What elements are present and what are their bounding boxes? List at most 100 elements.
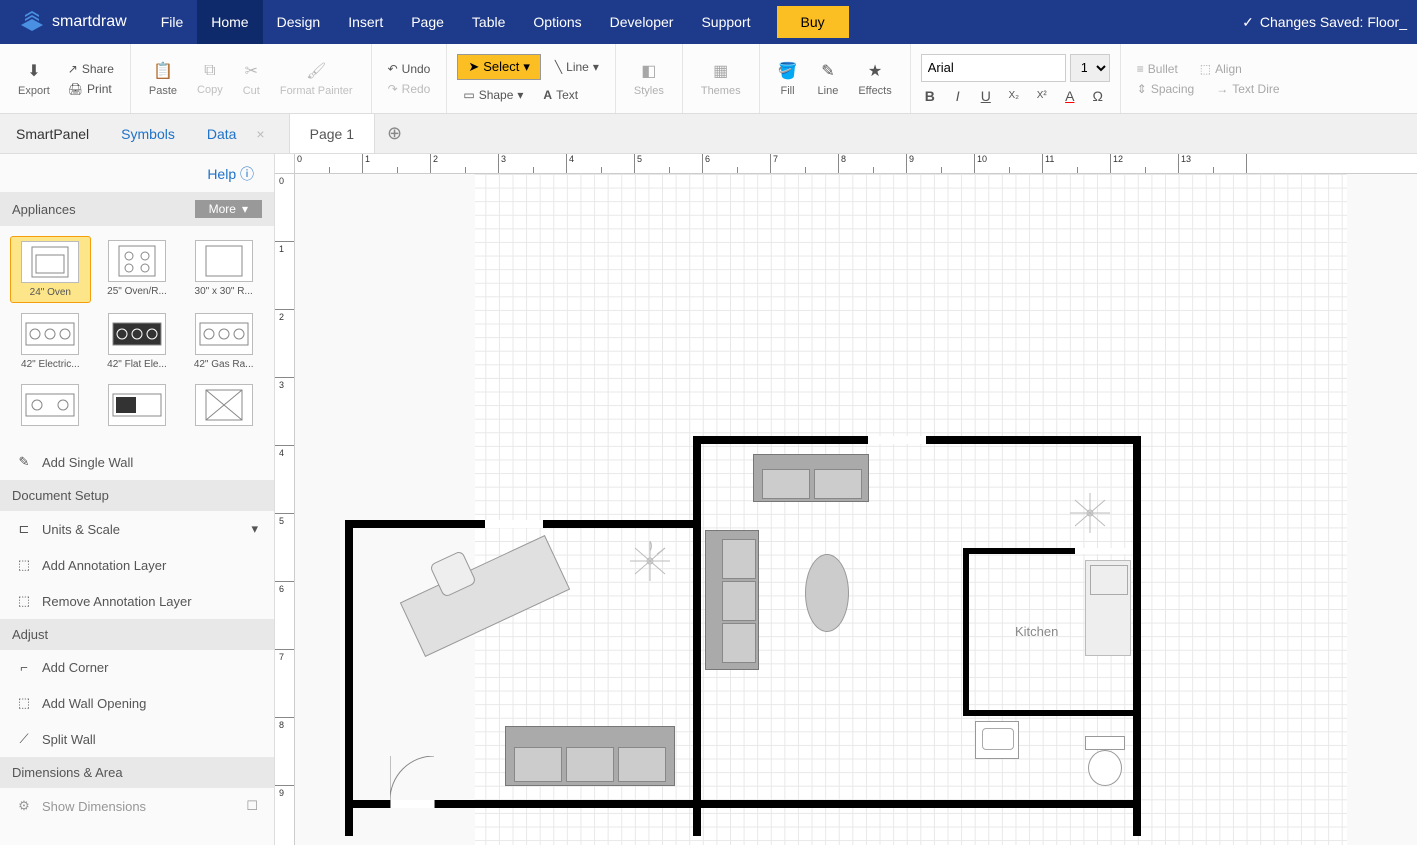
symbol-item-8[interactable] bbox=[97, 380, 178, 434]
tab-smartpanel[interactable]: SmartPanel bbox=[0, 114, 105, 153]
checkbox-icon[interactable]: ☐ bbox=[246, 798, 258, 814]
wall[interactable] bbox=[345, 520, 353, 836]
superscript-button[interactable]: X² bbox=[1033, 90, 1051, 101]
menu-table[interactable]: Table bbox=[458, 0, 519, 44]
copy-button[interactable]: ⧉Copy bbox=[189, 58, 231, 100]
text-button[interactable]: AText bbox=[537, 86, 584, 104]
cut-icon: ✂ bbox=[245, 61, 258, 81]
font-size-select[interactable]: 10 bbox=[1070, 54, 1110, 82]
symbol-item-9[interactable] bbox=[183, 380, 264, 434]
spacing-icon: ⇕ bbox=[1137, 82, 1147, 96]
redo-button[interactable]: ↷Redo bbox=[382, 80, 437, 98]
text-format-row: B I U X₂ X² A Ω bbox=[921, 88, 1110, 104]
symbol-25-oven[interactable]: 25" Oven/R... bbox=[97, 236, 178, 303]
format-painter-button[interactable]: 🖌Format Painter bbox=[272, 57, 361, 101]
help-link[interactable]: Help ⓘ bbox=[0, 154, 274, 192]
door-opening[interactable] bbox=[868, 436, 926, 444]
add-tab-button[interactable]: ⊕ bbox=[375, 123, 414, 144]
menu-insert[interactable]: Insert bbox=[334, 0, 397, 44]
export-button[interactable]: ⬇ Export bbox=[10, 57, 58, 101]
symbol-item-7[interactable] bbox=[10, 380, 91, 434]
bathroom-sink[interactable] bbox=[975, 721, 1019, 759]
effects-button[interactable]: ★Effects bbox=[850, 57, 899, 101]
menu-file[interactable]: File bbox=[147, 0, 198, 44]
paste-button[interactable]: 📋Paste bbox=[141, 57, 185, 101]
tab-symbols[interactable]: Symbols bbox=[105, 114, 191, 153]
undo-button[interactable]: ↶Undo bbox=[382, 60, 437, 78]
styles-button[interactable]: ◧Styles bbox=[626, 57, 672, 101]
edit-icon: ✎ bbox=[16, 454, 32, 470]
canvas-area[interactable]: 012345678910111213 0123456789 bbox=[275, 154, 1417, 845]
add-wall-button[interactable]: ✎Add Single Wall bbox=[0, 444, 274, 480]
sofa[interactable] bbox=[505, 726, 675, 786]
symbol-30x30[interactable]: 30" x 30" R... bbox=[183, 236, 264, 303]
plant[interactable] bbox=[1065, 488, 1115, 538]
menu-developer[interactable]: Developer bbox=[596, 0, 688, 44]
symbol-42-electric[interactable]: 42" Electric... bbox=[10, 309, 91, 374]
add-opening-button[interactable]: ⬚Add Wall Opening bbox=[0, 685, 274, 721]
spacing-button[interactable]: ⇕Spacing bbox=[1131, 80, 1200, 98]
bold-button[interactable]: B bbox=[921, 88, 939, 104]
logo[interactable]: smartdraw bbox=[0, 10, 147, 34]
print-button[interactable]: 🖨Print bbox=[62, 80, 120, 98]
menu-options[interactable]: Options bbox=[519, 0, 595, 44]
coffee-table[interactable] bbox=[805, 554, 849, 632]
wall[interactable] bbox=[963, 710, 1138, 716]
wall[interactable] bbox=[963, 548, 969, 716]
buy-button[interactable]: Buy bbox=[777, 6, 849, 38]
ribbon-group-font: 10 B I U X₂ X² A Ω bbox=[911, 44, 1121, 113]
share-button[interactable]: ↗Share bbox=[62, 60, 120, 78]
symbol-42-flat[interactable]: 42" Flat Ele... bbox=[97, 309, 178, 374]
menu-support[interactable]: Support bbox=[687, 0, 764, 44]
sofa[interactable] bbox=[705, 530, 759, 670]
grid[interactable]: Kitchen bbox=[295, 174, 1417, 845]
select-button[interactable]: ➤Select▾ bbox=[457, 54, 541, 80]
bullet-button[interactable]: ≡Bullet bbox=[1131, 60, 1184, 78]
tab-data[interactable]: Data× bbox=[191, 114, 281, 153]
symbol-label: 25" Oven/R... bbox=[102, 286, 172, 297]
menu-design[interactable]: Design bbox=[263, 0, 335, 44]
text-dir-button[interactable]: →Text Dire bbox=[1210, 80, 1285, 98]
menu-home[interactable]: Home bbox=[197, 0, 262, 44]
units-scale-button[interactable]: ⊏Units & Scale▾ bbox=[0, 511, 274, 547]
wall[interactable] bbox=[345, 800, 1141, 808]
shape-button[interactable]: ▭Shape▾ bbox=[457, 86, 529, 104]
sofa[interactable] bbox=[753, 454, 869, 502]
menu-page[interactable]: Page bbox=[397, 0, 458, 44]
more-button[interactable]: More▾ bbox=[195, 200, 262, 218]
toilet[interactable] bbox=[1085, 736, 1125, 788]
add-corner-button[interactable]: ⌐Add Corner bbox=[0, 650, 274, 685]
show-dims-button[interactable]: ⚙Show Dimensions☐ bbox=[0, 788, 274, 824]
check-icon: ✓ bbox=[1242, 14, 1254, 31]
symbol-button[interactable]: Ω bbox=[1089, 88, 1107, 104]
doc-tab-page1[interactable]: Page 1 bbox=[289, 114, 375, 153]
remove-annotation-button[interactable]: ⬚Remove Annotation Layer bbox=[0, 583, 274, 619]
wall[interactable] bbox=[963, 548, 1078, 554]
counter[interactable] bbox=[1085, 560, 1131, 656]
themes-button[interactable]: ▦Themes bbox=[693, 57, 749, 101]
underline-button[interactable]: U bbox=[977, 88, 995, 104]
split-wall-label: Split Wall bbox=[42, 732, 96, 747]
fill-button[interactable]: 🪣Fill bbox=[770, 57, 806, 101]
wall[interactable] bbox=[1133, 436, 1141, 836]
wall[interactable] bbox=[693, 436, 701, 836]
door-opening[interactable] bbox=[485, 520, 543, 528]
line-button[interactable]: ╲Line▾ bbox=[549, 54, 605, 80]
symbol-42-gas[interactable]: 42" Gas Ra... bbox=[183, 309, 264, 374]
cut-button[interactable]: ✂Cut bbox=[235, 57, 268, 101]
font-select[interactable] bbox=[921, 54, 1066, 82]
units-label: Units & Scale bbox=[42, 522, 120, 537]
italic-button[interactable]: I bbox=[949, 88, 967, 104]
line-style-button[interactable]: ✎Line bbox=[810, 57, 847, 101]
split-wall-button[interactable]: ⟋Split Wall bbox=[0, 721, 274, 757]
subscript-button[interactable]: X₂ bbox=[1005, 90, 1023, 101]
sink[interactable] bbox=[1090, 565, 1128, 595]
align-button[interactable]: ⬚Align bbox=[1194, 60, 1248, 78]
plant[interactable] bbox=[625, 536, 675, 586]
door-opening[interactable] bbox=[1075, 548, 1133, 554]
font-color-button[interactable]: A bbox=[1061, 88, 1079, 104]
close-icon[interactable]: × bbox=[256, 126, 264, 142]
add-annotation-button[interactable]: ⬚Add Annotation Layer bbox=[0, 547, 274, 583]
symbol-24-oven[interactable]: 24" Oven bbox=[10, 236, 91, 303]
select-label: Select bbox=[483, 59, 519, 74]
